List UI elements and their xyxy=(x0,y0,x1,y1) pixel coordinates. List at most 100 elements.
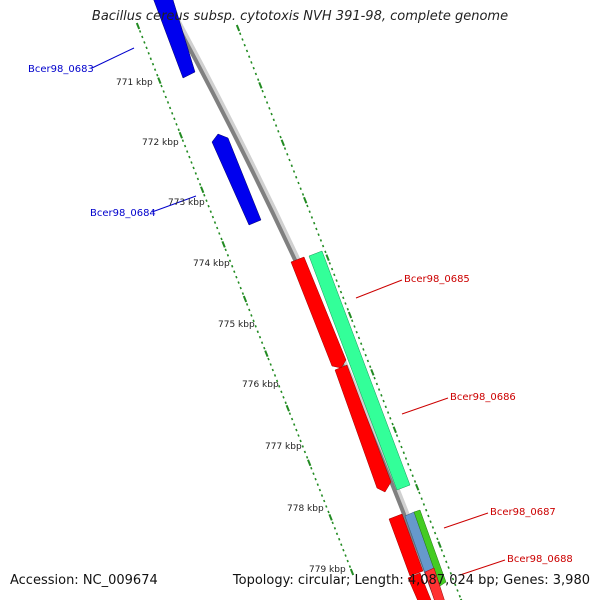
gene-arrow-bcer98-0688-red-2[interactable] xyxy=(424,567,447,605)
inner-minor-tick xyxy=(224,248,227,252)
outer-minor-tick xyxy=(411,474,414,477)
inner-minor-tick xyxy=(149,57,152,61)
inner-minor-tick xyxy=(314,477,317,481)
outer-minor-tick xyxy=(402,451,405,455)
outer-minor-tick xyxy=(364,353,367,357)
outer-minor-tick xyxy=(407,462,410,466)
gene-arrow-bcer98-0684[interactable] xyxy=(211,133,262,226)
inner-minor-tick xyxy=(344,554,347,557)
outer-minor-tick xyxy=(431,526,435,529)
inner-minor-tick xyxy=(248,308,251,312)
inner-minor-tick xyxy=(192,166,195,170)
inner-minor-tick xyxy=(331,521,334,525)
cds-bar-bcer98-0685[interactable] xyxy=(308,250,411,491)
inner-minor-tick xyxy=(263,346,266,350)
inner-minor-tick xyxy=(271,368,274,372)
inner-major-tick xyxy=(328,514,333,521)
outer-major-tick xyxy=(258,82,263,89)
inner-minor-tick xyxy=(303,450,307,454)
outer-minor-tick xyxy=(389,417,392,420)
inner-minor-tick xyxy=(145,46,148,50)
outer-minor-tick xyxy=(369,365,372,368)
inner-minor-tick xyxy=(211,215,215,219)
outer-minor-tick xyxy=(310,216,314,219)
inner-minor-tick xyxy=(267,357,270,361)
gene-label-bcer98-0688[interactable]: Bcer98_0688 xyxy=(507,554,573,565)
outer-minor-tick xyxy=(366,359,370,363)
kbp-label-772: 772 kbp xyxy=(142,138,179,148)
outer-minor-tick xyxy=(286,153,289,156)
inner-major-tick xyxy=(264,350,269,357)
outer-minor-tick xyxy=(355,330,358,334)
kbp-label-777: 777 kbp xyxy=(265,442,302,452)
kbp-label-779: 779 kbp xyxy=(309,565,346,575)
outer-minor-tick xyxy=(308,210,311,213)
outer-minor-tick xyxy=(337,285,340,288)
cds-bar-bcer98-0687-green[interactable] xyxy=(413,509,447,587)
inner-minor-tick xyxy=(173,117,176,121)
inner-minor-tick xyxy=(183,144,187,148)
inner-minor-tick xyxy=(301,445,304,448)
gene-arrow-bcer98-0686-red[interactable] xyxy=(334,364,392,493)
inner-major-tick xyxy=(221,241,226,248)
outer-major-tick xyxy=(437,541,442,548)
gene-label-bcer98-0684[interactable]: Bcer98_0684 xyxy=(90,208,156,219)
inner-minor-tick xyxy=(348,565,352,568)
outer-minor-tick xyxy=(395,434,399,437)
gene-label-bcer98-0683[interactable]: Bcer98_0683 xyxy=(28,64,94,75)
leader-bcer98-0684 xyxy=(151,195,197,213)
inner-minor-tick xyxy=(258,335,262,339)
gene-label-bcer98-0687[interactable]: Bcer98_0687 xyxy=(490,507,556,518)
outer-minor-tick xyxy=(239,32,242,36)
outer-minor-tick xyxy=(243,43,246,47)
inner-minor-tick xyxy=(278,385,281,388)
gene-arrow-bcer98-0687-red[interactable] xyxy=(388,513,424,577)
outer-minor-tick xyxy=(344,302,347,305)
outer-minor-tick xyxy=(429,520,432,523)
genome-title: Bacillus cereus subsp. cytotoxis NVH 391… xyxy=(91,9,509,24)
inner-minor-tick xyxy=(218,232,221,235)
inner-minor-tick xyxy=(282,396,285,399)
inner-minor-tick xyxy=(143,41,146,44)
kbp-label-775: 775 kbp xyxy=(218,320,255,330)
outer-minor-tick xyxy=(241,38,244,41)
gene-arrow-bcer98-0688-red[interactable] xyxy=(407,572,434,605)
inner-minor-tick xyxy=(293,423,296,426)
inner-major-tick xyxy=(178,131,183,139)
outer-minor-tick xyxy=(321,244,325,248)
outer-minor-tick xyxy=(353,325,356,328)
inner-minor-tick xyxy=(194,172,197,175)
inner-minor-tick xyxy=(198,183,202,186)
gene-label-bcer98-0686[interactable]: Bcer98_0686 xyxy=(450,392,516,403)
inner-minor-tick xyxy=(213,221,217,224)
gene-arrow-bcer98-0683[interactable] xyxy=(150,0,196,79)
inner-minor-tick xyxy=(342,548,345,552)
inner-minor-tick xyxy=(338,537,341,541)
outer-major-tick xyxy=(325,254,330,261)
outer-minor-tick xyxy=(254,72,258,76)
inner-minor-tick xyxy=(335,532,339,536)
gene-arrow-bcer98-0685-red[interactable] xyxy=(290,256,347,369)
inner-minor-tick xyxy=(177,128,180,132)
outer-minor-tick xyxy=(357,336,361,340)
inner-minor-tick xyxy=(168,106,172,110)
inner-minor-tick xyxy=(340,543,343,546)
inner-minor-tick xyxy=(175,123,178,126)
outer-minor-tick xyxy=(328,262,331,265)
inner-minor-tick xyxy=(323,499,326,503)
inner-minor-tick xyxy=(181,139,185,142)
outer-minor-tick xyxy=(420,497,423,500)
inner-minor-tick xyxy=(299,439,302,443)
outer-minor-tick xyxy=(377,388,381,391)
inner-minor-tick xyxy=(141,35,144,39)
outer-minor-tick xyxy=(279,135,282,139)
inner-minor-tick xyxy=(256,330,259,334)
outer-minor-tick xyxy=(449,572,452,575)
outer-minor-tick xyxy=(433,531,437,535)
inner-minor-tick xyxy=(156,73,159,77)
inner-minor-tick xyxy=(275,379,279,383)
inner-minor-tick xyxy=(239,286,242,290)
gene-label-bcer98-0685[interactable]: Bcer98_0685 xyxy=(404,274,470,285)
inner-minor-tick xyxy=(171,112,174,115)
